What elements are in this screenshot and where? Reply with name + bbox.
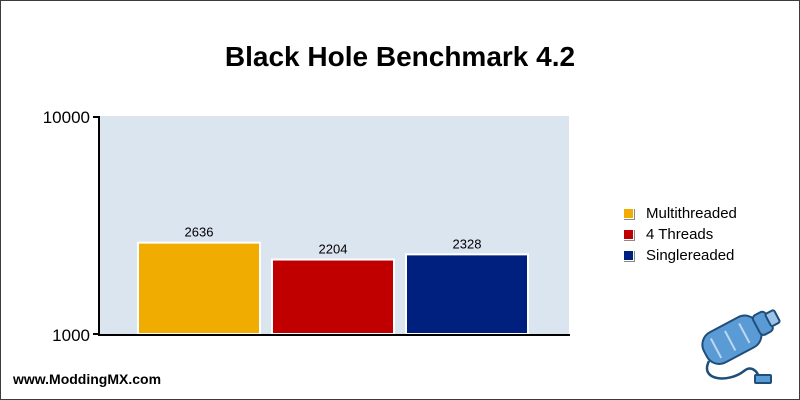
bar-value-label-1: 2204 [319,242,348,257]
bar-2 [405,253,529,336]
y-tick-label-top: 10000 [43,108,90,127]
legend-item-0: Multithreaded [623,203,737,224]
y-tick-label-bottom: 1000 [52,326,90,345]
legend-item-2: Singlereaded [623,245,737,266]
legend: Multithreaded 4 Threads Singlereaded [623,203,737,266]
bar-0 [137,241,261,335]
legend-label-2: Singlereaded [646,247,735,264]
legend-label-1: 4 Threads [646,226,714,243]
bar-value-label-0: 2636 [185,225,214,240]
chart-title: Black Hole Benchmark 4.2 [224,41,576,72]
bar-value-label-2: 2328 [453,236,482,251]
bar-1 [271,258,395,335]
bottle-usb-logo-icon [701,309,781,384]
legend-label-0: Multithreaded [646,205,737,222]
legend-swatch-0 [623,208,634,219]
watermark-text: www.ModdingMX.com [13,371,162,387]
legend-swatch-2 [623,250,634,261]
legend-swatch-1 [623,229,634,240]
legend-item-1: 4 Threads [623,224,737,245]
